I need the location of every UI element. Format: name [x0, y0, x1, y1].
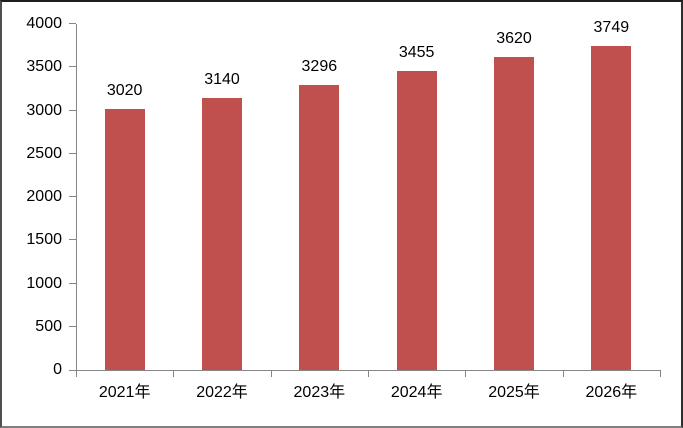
x-axis-tick [465, 370, 467, 377]
y-axis-tick [69, 239, 76, 241]
y-axis-tick [69, 370, 80, 371]
y-tick-label: 500 [35, 317, 62, 335]
x-tick-label: 2026年 [585, 384, 638, 401]
bar-value-label: 3140 [204, 71, 240, 89]
y-tick-label: 2500 [26, 144, 62, 162]
x-axis-tick [368, 370, 369, 377]
bar-value-label: 3020 [106, 81, 143, 99]
bar [494, 56, 534, 370]
bar [299, 84, 340, 370]
y-axis-tick [69, 66, 76, 68]
x-axis-tick [270, 370, 272, 377]
y-tick-label: 4000 [26, 15, 62, 32]
y-axis-tick [69, 109, 76, 111]
y-tick-label: 1000 [26, 274, 62, 292]
bar [202, 98, 242, 370]
x-tick-label: 2023年 [293, 384, 346, 401]
x-tick-label: 2025年 [488, 384, 540, 401]
x-tick-label: 2021年 [98, 384, 151, 401]
x-tick-label: 2022年 [196, 384, 248, 401]
bar [396, 71, 437, 370]
y-axis-tick [69, 152, 76, 154]
bar-value-label: 3455 [398, 44, 435, 62]
x-axis-tick [562, 370, 564, 377]
x-axis-tick [660, 370, 661, 377]
bar [104, 108, 145, 370]
bar-value-label: 3296 [301, 57, 338, 75]
y-tick-label: 0 [53, 361, 62, 378]
y-tick-label: 1500 [26, 231, 62, 249]
plot-area [76, 24, 661, 371]
x-tick-label: 2024年 [390, 384, 443, 401]
x-axis-tick [76, 370, 77, 377]
y-tick-label: 2000 [26, 188, 62, 205]
bar-value-label: 3749 [593, 18, 630, 36]
y-axis-tick [69, 282, 76, 284]
y-tick-label: 3000 [26, 101, 62, 119]
x-axis-tick [173, 370, 175, 377]
y-tick-label: 3500 [26, 58, 62, 76]
y-axis-tick [69, 23, 76, 24]
bar [591, 45, 632, 370]
y-axis-tick [69, 196, 76, 197]
bar-value-label: 3620 [496, 29, 532, 47]
y-axis-tick [69, 325, 76, 327]
